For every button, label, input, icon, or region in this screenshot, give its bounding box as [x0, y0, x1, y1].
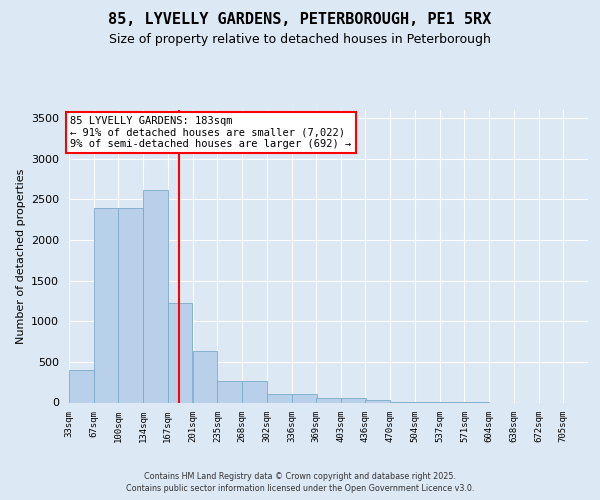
- Bar: [69, 370, 94, 402]
- Bar: [341, 398, 366, 402]
- Bar: [242, 381, 266, 402]
- Bar: [217, 382, 242, 402]
- Bar: [292, 394, 317, 402]
- Bar: [94, 208, 119, 402]
- Bar: [316, 398, 341, 402]
- Text: Contains public sector information licensed under the Open Government Licence v3: Contains public sector information licen…: [126, 484, 474, 493]
- Text: Size of property relative to detached houses in Peterborough: Size of property relative to detached ho…: [109, 32, 491, 46]
- Bar: [143, 190, 168, 402]
- Text: 85 LYVELLY GARDENS: 183sqm
← 91% of detached houses are smaller (7,022)
9% of se: 85 LYVELLY GARDENS: 183sqm ← 91% of deta…: [70, 116, 352, 149]
- Bar: [118, 208, 143, 402]
- Y-axis label: Number of detached properties: Number of detached properties: [16, 168, 26, 344]
- Bar: [193, 350, 217, 403]
- Bar: [267, 394, 292, 402]
- Bar: [365, 400, 390, 402]
- Text: 85, LYVELLY GARDENS, PETERBOROUGH, PE1 5RX: 85, LYVELLY GARDENS, PETERBOROUGH, PE1 5…: [109, 12, 491, 28]
- Bar: [167, 302, 192, 402]
- Text: Contains HM Land Registry data © Crown copyright and database right 2025.: Contains HM Land Registry data © Crown c…: [144, 472, 456, 481]
